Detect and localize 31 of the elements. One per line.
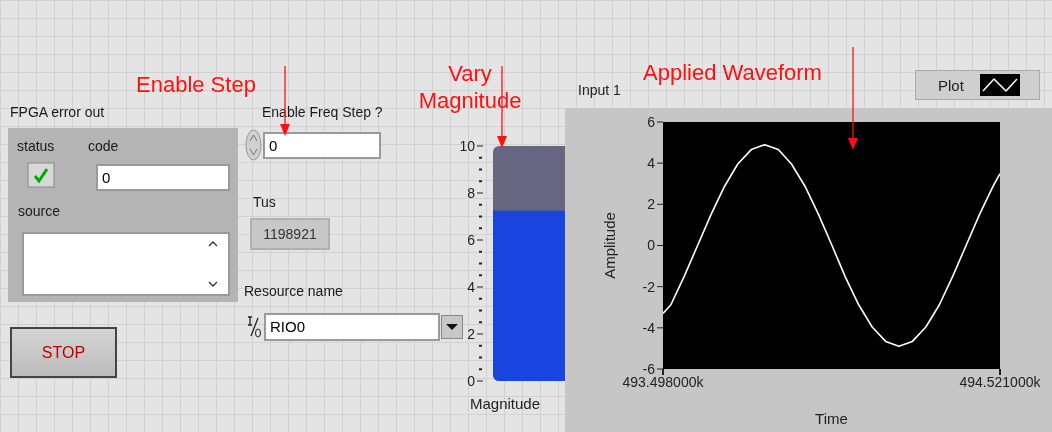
y-tick-label: 0 <box>467 373 476 389</box>
text: Resource name <box>244 283 343 299</box>
legend-label: Plot <box>938 76 964 94</box>
y-tick-label: 10 <box>459 138 476 154</box>
text-field: RIO0 <box>264 313 440 341</box>
text: Enable Step <box>136 72 256 98</box>
text: Applied Waveform <box>643 60 822 86</box>
button: STOP <box>10 327 117 378</box>
x-axis-title: Time <box>815 410 848 427</box>
text-field: 1198921 <box>250 218 330 250</box>
y-tick-label: 4 <box>467 279 476 295</box>
y-tick-label: 6 <box>467 232 476 248</box>
x-axis-title: Magnitude <box>468 395 542 412</box>
text: code <box>88 138 119 154</box>
text: status <box>17 138 55 154</box>
text: Tus <box>253 194 276 210</box>
y-tick-label: -4 <box>642 319 656 336</box>
text-field: 0 <box>96 164 230 191</box>
y-tick-label: 4 <box>647 155 656 172</box>
text: source <box>18 203 61 219</box>
y-tick-label: 6 <box>647 113 656 130</box>
text-field: 0 <box>263 132 381 159</box>
y-tick-label: 0 <box>647 237 656 254</box>
y-tick-label: 8 <box>467 185 476 201</box>
x-tick-label: 494.521000k <box>959 373 1042 390</box>
y-tick-label: 2 <box>467 326 476 342</box>
y-axis-title: Amplitude <box>601 212 619 279</box>
y-tick-label: -2 <box>642 278 656 295</box>
chart-title: Input 1 <box>578 82 621 98</box>
text: FPGA error out <box>10 104 105 120</box>
y-tick-label: 2 <box>647 196 656 213</box>
